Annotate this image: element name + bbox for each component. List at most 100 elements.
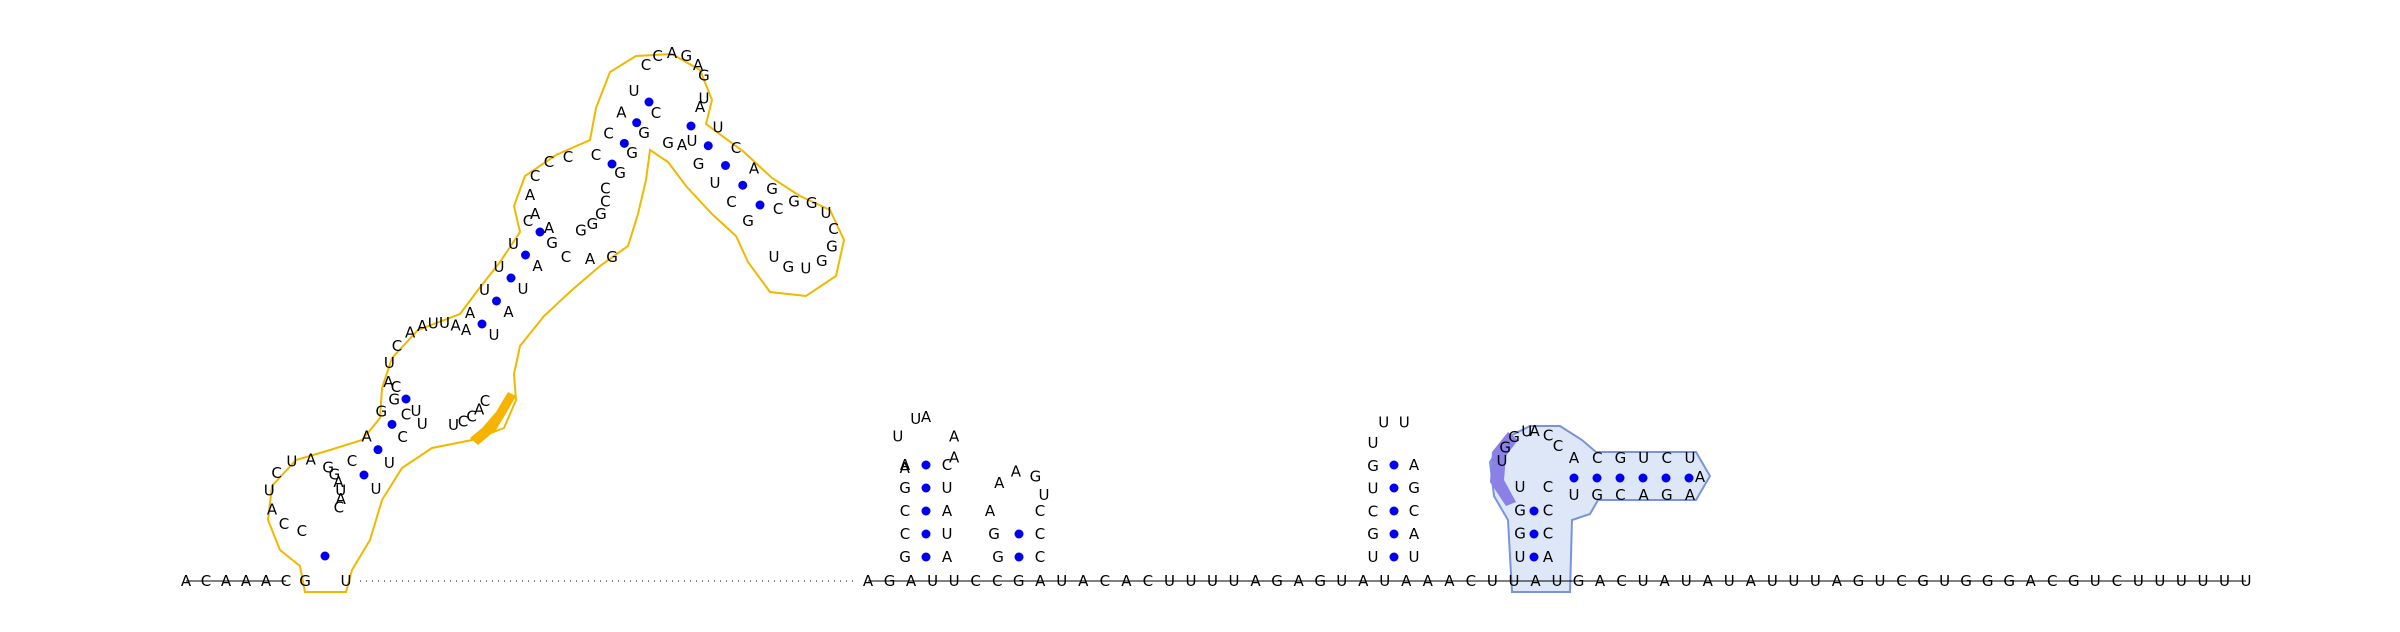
nucleotide: U: [489, 326, 500, 344]
base-pair-dot: [1389, 552, 1399, 562]
nucleotide: U: [518, 280, 529, 298]
nucleotide: C: [1035, 548, 1045, 566]
nucleotide: G: [783, 258, 795, 276]
nucleotide: A: [1660, 572, 1671, 590]
nucleotide: A: [749, 160, 760, 178]
nucleotide: G: [899, 479, 911, 497]
base-pair-dot: [320, 551, 330, 561]
base-pair-dot: [359, 470, 369, 480]
nucleotide: A: [1409, 456, 1420, 474]
nucleotide: A: [1423, 572, 1434, 590]
nucleotide: U: [927, 572, 938, 590]
nucleotide: C: [297, 522, 307, 540]
nucleotide: A: [616, 103, 627, 121]
base-pair-dot: [1389, 483, 1399, 493]
base-pair-dot: [387, 419, 397, 429]
nucleotide: U: [1207, 572, 1218, 590]
nucleotide: C: [563, 148, 573, 166]
nucleotide: C: [591, 146, 601, 164]
nucleotide: U: [1685, 449, 1696, 467]
nucleotide: A: [525, 186, 536, 204]
nucleotide: C: [1662, 449, 1672, 467]
nucleotide: C: [347, 452, 357, 470]
nucleotide: U: [1409, 548, 1420, 566]
nucleotide: A: [921, 408, 932, 426]
base-pair-dot: [1389, 529, 1399, 539]
nucleotide: G: [1573, 572, 1585, 590]
base-pair-dot: [1389, 460, 1399, 470]
nucleotide: C: [1616, 572, 1626, 590]
nucleotide: U: [1368, 434, 1379, 452]
nucleotide: U: [1368, 548, 1379, 566]
nucleotide: U: [910, 410, 921, 428]
base-pair-dot: [521, 250, 530, 260]
nucleotide: U: [1497, 452, 1508, 470]
nucleotide: A: [267, 500, 278, 518]
nucleotide: C: [1615, 486, 1625, 504]
nucleotide: A: [544, 219, 555, 237]
base-pair-dot: [607, 159, 617, 169]
nucleotide: C: [397, 428, 407, 446]
nucleotide: G: [1030, 468, 1042, 486]
nucleotide: A: [465, 304, 476, 322]
nucleotide: C: [942, 456, 952, 474]
nucleotide: G: [1853, 572, 1865, 590]
nucleotide: A: [1703, 572, 1714, 590]
nucleotide: G: [1661, 486, 1673, 504]
base-pair-dot: [1014, 552, 1024, 562]
nucleotide: A: [1078, 572, 1089, 590]
nucleotide: A: [1595, 572, 1606, 590]
base-pair-dot: [921, 506, 931, 516]
nucleotide: A: [942, 548, 953, 566]
base-pair-dot: [477, 319, 487, 329]
nucleotide: C: [334, 498, 344, 516]
nucleotide: G: [546, 234, 558, 252]
nucleotide: C: [271, 464, 281, 482]
nucleotide: G: [662, 134, 674, 152]
nucleotide: C: [970, 572, 980, 590]
nucleotide: G: [614, 164, 626, 182]
nucleotide: G: [388, 391, 400, 409]
nucleotide: U: [710, 174, 721, 192]
nucleotide: U: [479, 281, 490, 299]
nucleotide: C: [1466, 572, 1476, 590]
nucleotide: C: [773, 200, 783, 218]
base-pair-dot: [492, 296, 501, 306]
nucleotide: U: [949, 572, 960, 590]
nucleotide: C: [2047, 572, 2057, 590]
nucleotide: G: [1499, 439, 1511, 457]
nucleotide: U: [508, 235, 519, 253]
nucleotide: C: [828, 220, 838, 238]
nucleotide: C: [523, 212, 533, 230]
highlight-layer: [266, 52, 1712, 593]
nucleotide: G: [575, 222, 587, 240]
base-pair-dot: [506, 273, 516, 283]
nucleotide: C: [731, 139, 741, 157]
nucleotide: U: [1788, 572, 1799, 590]
nucleotide: U: [1378, 414, 1389, 432]
nucleotide: U: [264, 482, 275, 500]
nucleotide: C: [279, 515, 289, 533]
base-pair-dot: [1529, 529, 1539, 539]
nucleotide: U: [1874, 572, 1885, 590]
nucleotide: A: [1832, 572, 1843, 590]
nucleotide: G: [1508, 428, 1520, 446]
nucleotide: A: [530, 205, 541, 223]
nucleotide: A: [994, 474, 1005, 492]
nucleotide: G: [2003, 572, 2015, 590]
nucleotide: C: [1143, 572, 1153, 590]
nucleotide: C: [1543, 478, 1553, 496]
nucleotide: U: [1336, 572, 1347, 590]
nucleotide: C: [900, 525, 910, 543]
nucleotide: C: [281, 572, 291, 590]
nucleotide: A: [405, 323, 416, 341]
base-pair-dot: [721, 161, 730, 170]
nucleotide: G: [1514, 525, 1526, 543]
nucleotide: A: [1569, 449, 1580, 467]
nucleotide: A: [900, 459, 911, 477]
nucleotide: A: [362, 427, 373, 445]
base-pair-dot: [703, 141, 713, 151]
nucleotide: G: [698, 66, 710, 84]
nucleotide: U: [335, 481, 346, 499]
nucleotide: U: [1638, 572, 1649, 590]
